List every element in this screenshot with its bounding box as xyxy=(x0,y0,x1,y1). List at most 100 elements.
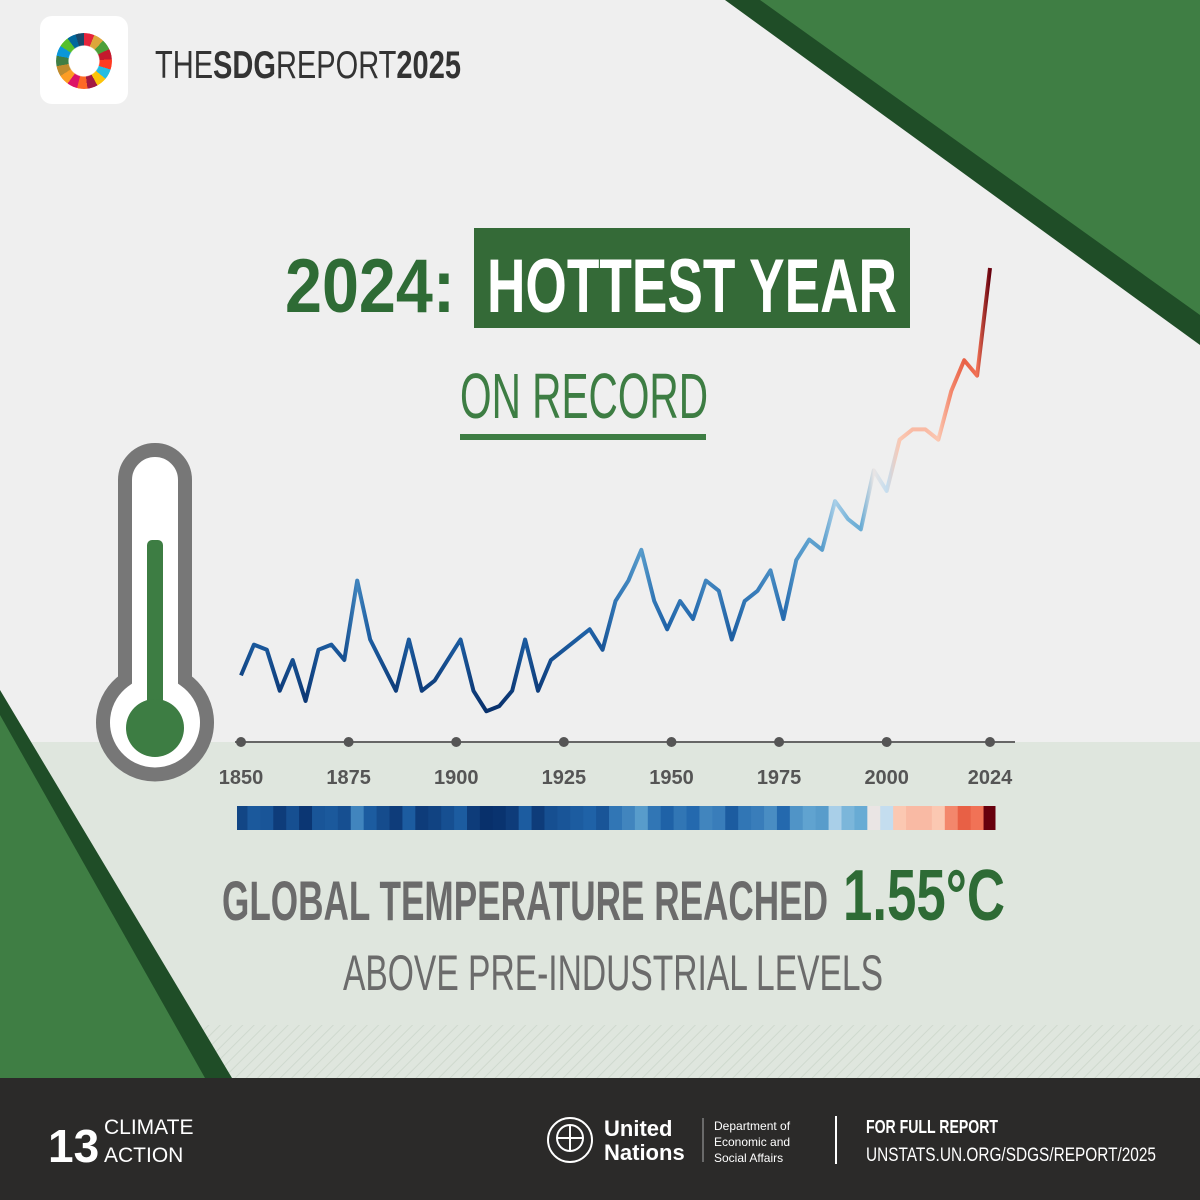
warming-stripe xyxy=(764,806,778,830)
tick-mark xyxy=(558,737,569,747)
x-tick-label: 2024 xyxy=(968,767,1013,789)
x-tick-label: 1850 xyxy=(219,767,264,789)
brand-part: SDG xyxy=(213,44,276,87)
warming-stripe xyxy=(583,806,597,830)
warming-stripe xyxy=(647,806,662,830)
warming-stripe xyxy=(802,806,817,830)
warming-stripe xyxy=(247,806,261,830)
cta: FOR FULL REPORT xyxy=(866,1117,998,1137)
tick-mark xyxy=(881,737,892,747)
warming-stripe xyxy=(738,806,752,830)
warming-stripe xyxy=(970,806,985,830)
warming-stripe xyxy=(660,806,675,830)
warming-stripe xyxy=(725,806,739,830)
tick-mark xyxy=(451,737,462,747)
tick-mark xyxy=(985,737,995,747)
headline-box xyxy=(474,228,910,328)
warming-stripe xyxy=(931,806,946,830)
warming-stripe xyxy=(751,806,765,830)
un-emblem xyxy=(547,1117,593,1163)
warming-stripe xyxy=(260,806,274,830)
brand: THESDGREPORT2025 xyxy=(155,44,461,87)
warming-stripe xyxy=(596,806,610,830)
statement-lead: GLOBAL TEMPERATURE REACHED xyxy=(222,869,828,932)
warming-stripe xyxy=(415,806,429,830)
warming-stripe xyxy=(983,806,996,830)
warming-stripe xyxy=(324,806,339,830)
brand-part: 2025 xyxy=(396,44,461,87)
warming-stripe xyxy=(906,806,920,830)
warming-stripe xyxy=(237,806,248,830)
warming-stripe xyxy=(389,806,403,830)
corner-shape xyxy=(760,0,1200,315)
warming-stripe xyxy=(893,806,907,830)
sdg-wheel xyxy=(56,33,112,89)
warming-stripe xyxy=(789,806,804,830)
warming-stripe xyxy=(867,806,881,830)
warming-stripe xyxy=(776,806,791,830)
goal-name: CLIMATE xyxy=(104,1116,193,1139)
goal-number: 13 xyxy=(48,1120,99,1172)
headline-emphasis: HOTTEST YEAR xyxy=(487,244,897,329)
x-tick-label: 1975 xyxy=(757,767,802,789)
warming-stripe xyxy=(880,806,894,830)
tick-mark xyxy=(343,737,354,747)
warming-stripe xyxy=(957,806,972,830)
temperature-line xyxy=(239,267,992,714)
warming-stripe xyxy=(531,806,545,830)
warming-stripe xyxy=(570,806,584,830)
warming-stripe xyxy=(428,806,442,830)
department: Economic and xyxy=(714,1135,790,1149)
warming-stripe xyxy=(402,806,416,830)
org-name: Nations xyxy=(604,1140,685,1165)
background-bottom xyxy=(0,742,1200,1078)
thermometer xyxy=(96,443,214,782)
tick-mark xyxy=(236,737,246,747)
warming-stripe xyxy=(699,806,713,830)
headline-sub: ON RECORD xyxy=(460,360,708,432)
statement-figure: 1.55°C xyxy=(843,856,1005,936)
x-tick-label: 1950 xyxy=(649,767,694,789)
warming-stripe xyxy=(286,806,300,830)
warming-stripe xyxy=(441,806,455,830)
warming-stripe xyxy=(363,806,378,830)
tick-mark xyxy=(774,737,785,747)
headline-year: 2024: xyxy=(285,244,455,329)
goal-name: ACTION xyxy=(104,1144,183,1167)
warming-stripe xyxy=(609,806,623,830)
warming-stripe xyxy=(544,806,558,830)
x-tick-label: 1900 xyxy=(434,767,479,789)
x-tick-label: 1875 xyxy=(326,767,371,789)
brand-part: THE xyxy=(155,44,213,87)
warming-stripe xyxy=(337,806,352,830)
warming-stripe xyxy=(944,806,959,830)
warming-stripe xyxy=(634,806,649,830)
warming-stripe xyxy=(815,806,830,830)
url: UNSTATS.UN.ORG/SDGS/REPORT/2025 xyxy=(866,1145,1156,1166)
warming-stripe xyxy=(686,806,700,830)
x-tick-label: 2000 xyxy=(864,767,909,789)
warming-stripe xyxy=(854,806,868,830)
warming-stripe xyxy=(273,806,287,830)
warming-stripe xyxy=(479,806,494,830)
department: Department of xyxy=(714,1119,791,1133)
department: Social Affairs xyxy=(714,1151,783,1165)
x-tick-label: 1925 xyxy=(542,767,587,789)
warming-stripe xyxy=(492,806,507,830)
warming-stripe xyxy=(621,806,636,830)
warming-stripe xyxy=(376,806,391,830)
warming-stripe xyxy=(350,806,365,830)
warming-stripe xyxy=(312,806,326,830)
tick-mark xyxy=(666,737,677,747)
statement-tail: ABOVE PRE-INDUSTRIAL LEVELS xyxy=(343,945,883,1001)
warming-stripe xyxy=(557,806,571,830)
warming-stripe xyxy=(466,806,481,830)
warming-stripe xyxy=(828,806,842,830)
warming-stripe xyxy=(673,806,688,830)
org-name: United xyxy=(604,1116,672,1141)
warming-stripe xyxy=(505,806,520,830)
warming-stripe xyxy=(299,806,313,830)
